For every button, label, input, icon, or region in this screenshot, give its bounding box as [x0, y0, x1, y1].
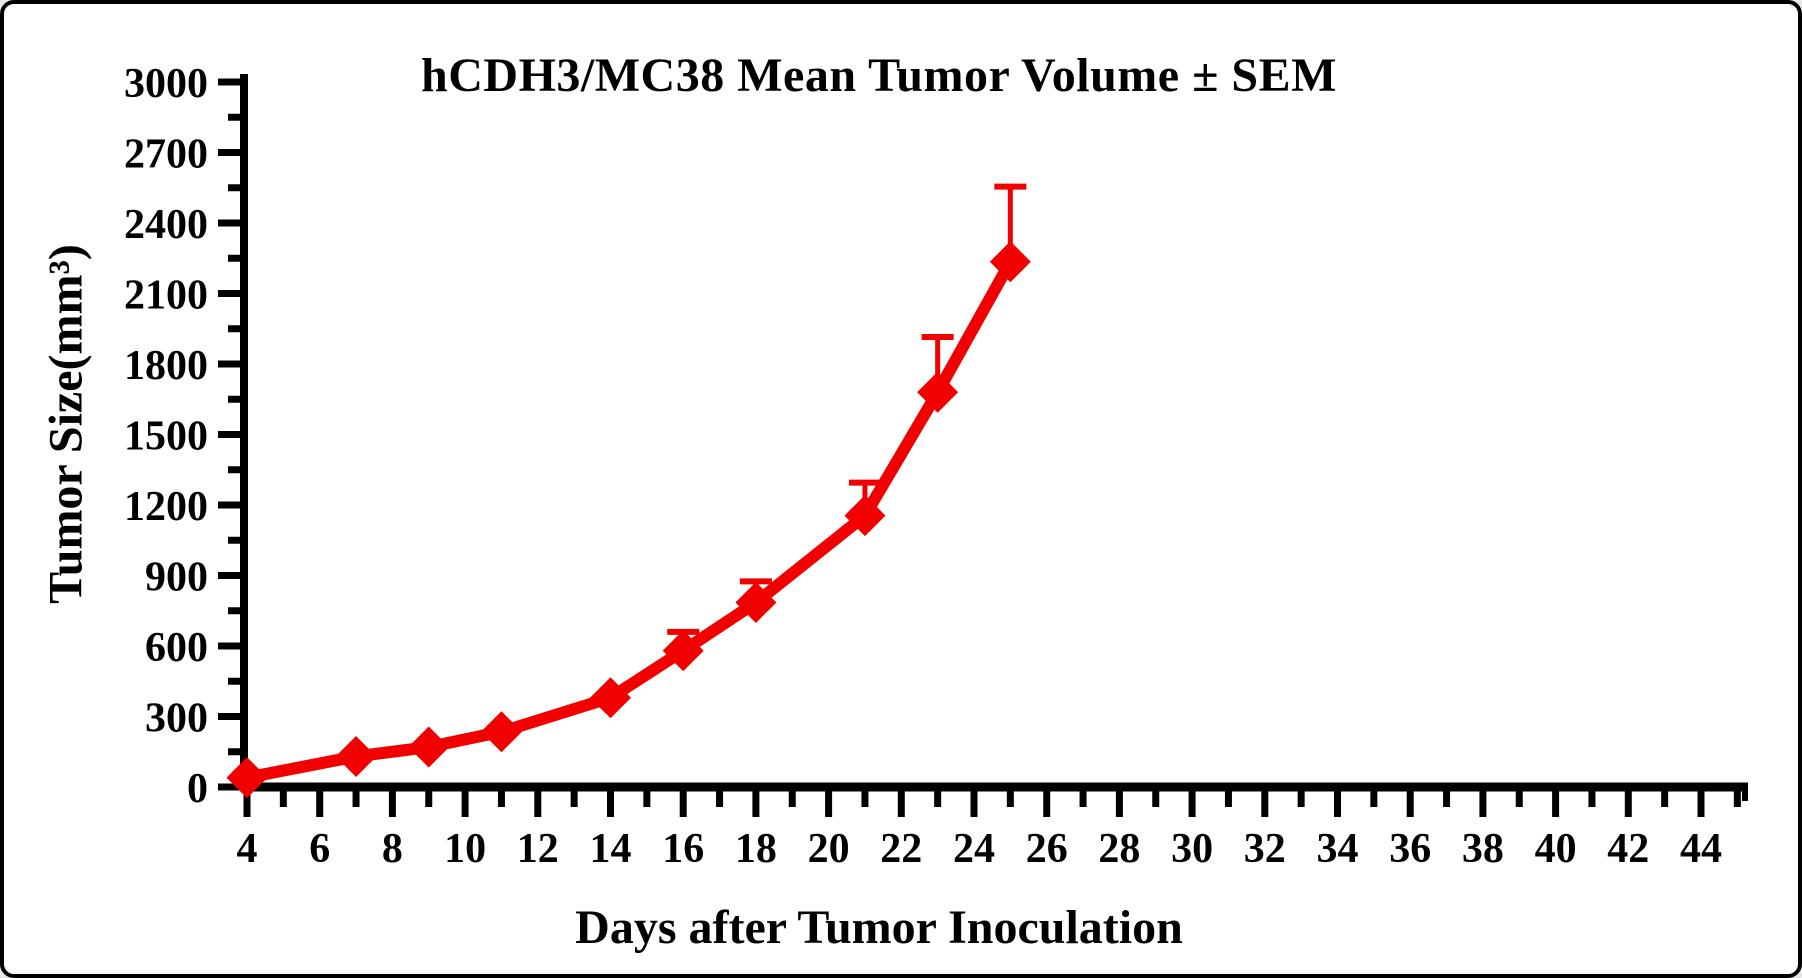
x-tick-label: 10: [444, 826, 486, 872]
y-tick-label: 1500: [124, 414, 208, 460]
data-point-marker: [989, 241, 1031, 283]
data-point-marker: [589, 677, 632, 719]
chart-title: hCDH3/MC38 Mean Tumor Volume ± SEM: [421, 49, 1337, 102]
x-tick-label: 36: [1389, 826, 1431, 872]
x-tick-label: 12: [517, 826, 559, 872]
data-point-marker: [917, 371, 959, 413]
plot-area: 0 300 600 900 1200 1500 1800 2100 2400 2700 3000 4 6…: [124, 61, 1748, 872]
y-tick-label: 2700: [124, 132, 208, 178]
data-point-marker: [226, 757, 268, 799]
x-tick-label: 24: [953, 826, 995, 872]
x-tick-label: 44: [1680, 826, 1722, 872]
y-tick-label: 0: [187, 766, 208, 812]
x-tick-label: 42: [1607, 826, 1649, 872]
x-tick-label: 34: [1317, 826, 1359, 872]
x-tick-label: 8: [382, 826, 403, 872]
x-tick-label: 6: [309, 826, 330, 872]
x-tick-label: 26: [1026, 826, 1068, 872]
y-tick-label: 600: [145, 625, 208, 671]
data-point-marker: [844, 495, 886, 537]
data-point-marker: [662, 630, 704, 672]
data-point-marker: [335, 735, 377, 777]
x-tick-label: 22: [880, 826, 922, 872]
x-tick-label: 14: [590, 826, 632, 872]
x-tick-label: 20: [808, 826, 850, 872]
y-tick-label: 3000: [124, 61, 208, 107]
y-tick-label: 1800: [124, 343, 208, 389]
x-tick-label: 18: [735, 826, 777, 872]
x-tick-label: 4: [237, 826, 258, 872]
x-tick-label: 28: [1098, 826, 1140, 872]
data-point-marker: [735, 582, 777, 624]
x-tick-label: 32: [1244, 826, 1286, 872]
y-tick-label: 300: [145, 696, 208, 742]
x-axis-label: Days after Tumor Inoculation: [575, 901, 1183, 954]
x-tick-label: 40: [1535, 826, 1577, 872]
data-point-marker: [480, 711, 522, 753]
data-point-marker: [408, 726, 450, 768]
y-tick-label: 2100: [124, 273, 208, 319]
x-tick-label: 16: [662, 826, 704, 872]
y-tick-label: 2400: [124, 202, 208, 248]
y-tick-label: 1200: [124, 484, 208, 530]
x-tick-label: 38: [1462, 826, 1504, 872]
x-tick-label: 30: [1171, 826, 1213, 872]
series-line: [241, 255, 1017, 784]
y-tick-label: 900: [145, 555, 208, 601]
